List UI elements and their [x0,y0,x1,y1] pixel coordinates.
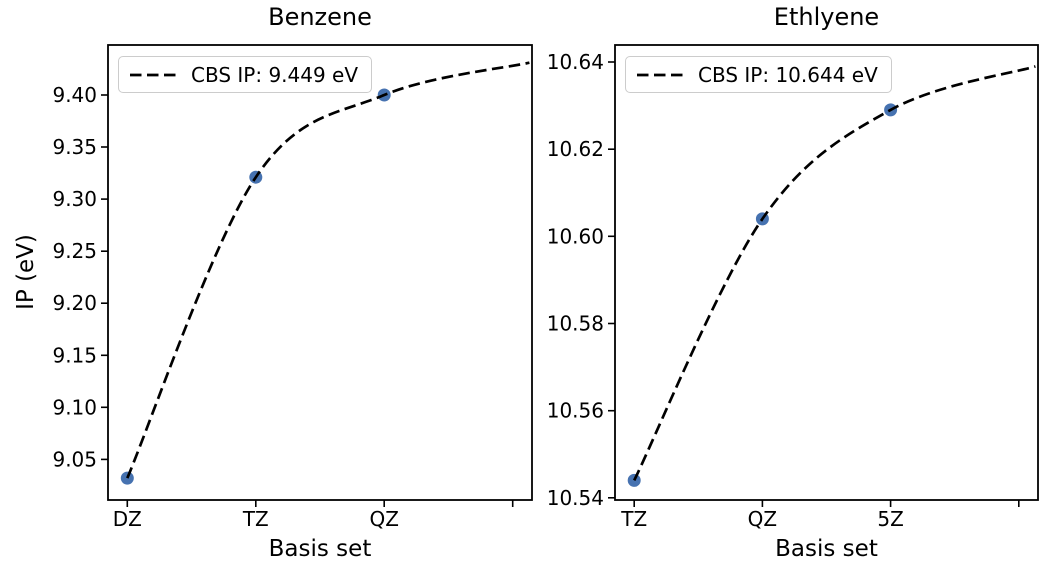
benzene-legend-label: CBS IP: 9.449 eV [191,62,359,87]
y-tick-label: 9.15 [52,343,97,367]
benzene-legend: CBS IP: 9.449 eV [118,56,373,93]
extrapolation-curve [632,65,1036,481]
extrapolation-curve [126,61,530,479]
axes-spines [107,44,533,501]
x-tick-label: 5Z [877,507,903,531]
y-tick-label: 9.25 [52,239,97,263]
ethlyene-x-axis-label: Basis set [775,536,878,562]
x-tick-label: TZ [620,507,647,531]
y-tick-label: 10.56 [547,399,604,423]
x-tick-label: QZ [369,507,398,531]
dashed-line-sample-icon [130,73,176,76]
y-tick-label: 10.64 [547,50,604,74]
benzene-plot-title: Benzene [268,3,372,31]
y-tick-label: 10.58 [547,312,604,336]
x-tick-label: TZ [242,507,269,531]
ethlyene-legend: CBS IP: 10.644 eV [625,56,892,93]
ethlyene-plot-title: Ethlyene [773,3,880,31]
y-tick-label: 9.20 [52,291,97,315]
axes-spines [614,44,1039,501]
benzene-x-axis-label: Basis set [268,536,372,562]
y-tick-label: 9.35 [52,135,97,159]
y-axis-label: IP (eV) [13,234,39,310]
y-tick-label: 10.60 [547,224,604,248]
subplot-benzene: 9.05 9.10 9.15 9.20 9.25 9.30 9.35 9.40 DZ TZ QZ [52,44,533,531]
x-tick-label: QZ [748,507,777,531]
x-tick-label: DZ [113,507,142,531]
ethlyene-legend-label: CBS IP: 10.644 eV [698,62,878,87]
y-tick-label: 10.62 [547,137,604,161]
y-tick-label: 9.40 [52,83,97,107]
y-tick-label: 9.30 [52,187,97,211]
dashed-line-sample-icon [637,73,683,76]
subplot-ethlyene: 10.54 10.56 10.58 10.60 10.62 10.64 TZ QZ 5Z [547,44,1039,531]
y-tick-label: 9.05 [52,447,97,471]
y-tick-label: 10.54 [547,486,604,510]
y-tick-label: 9.10 [52,395,97,419]
